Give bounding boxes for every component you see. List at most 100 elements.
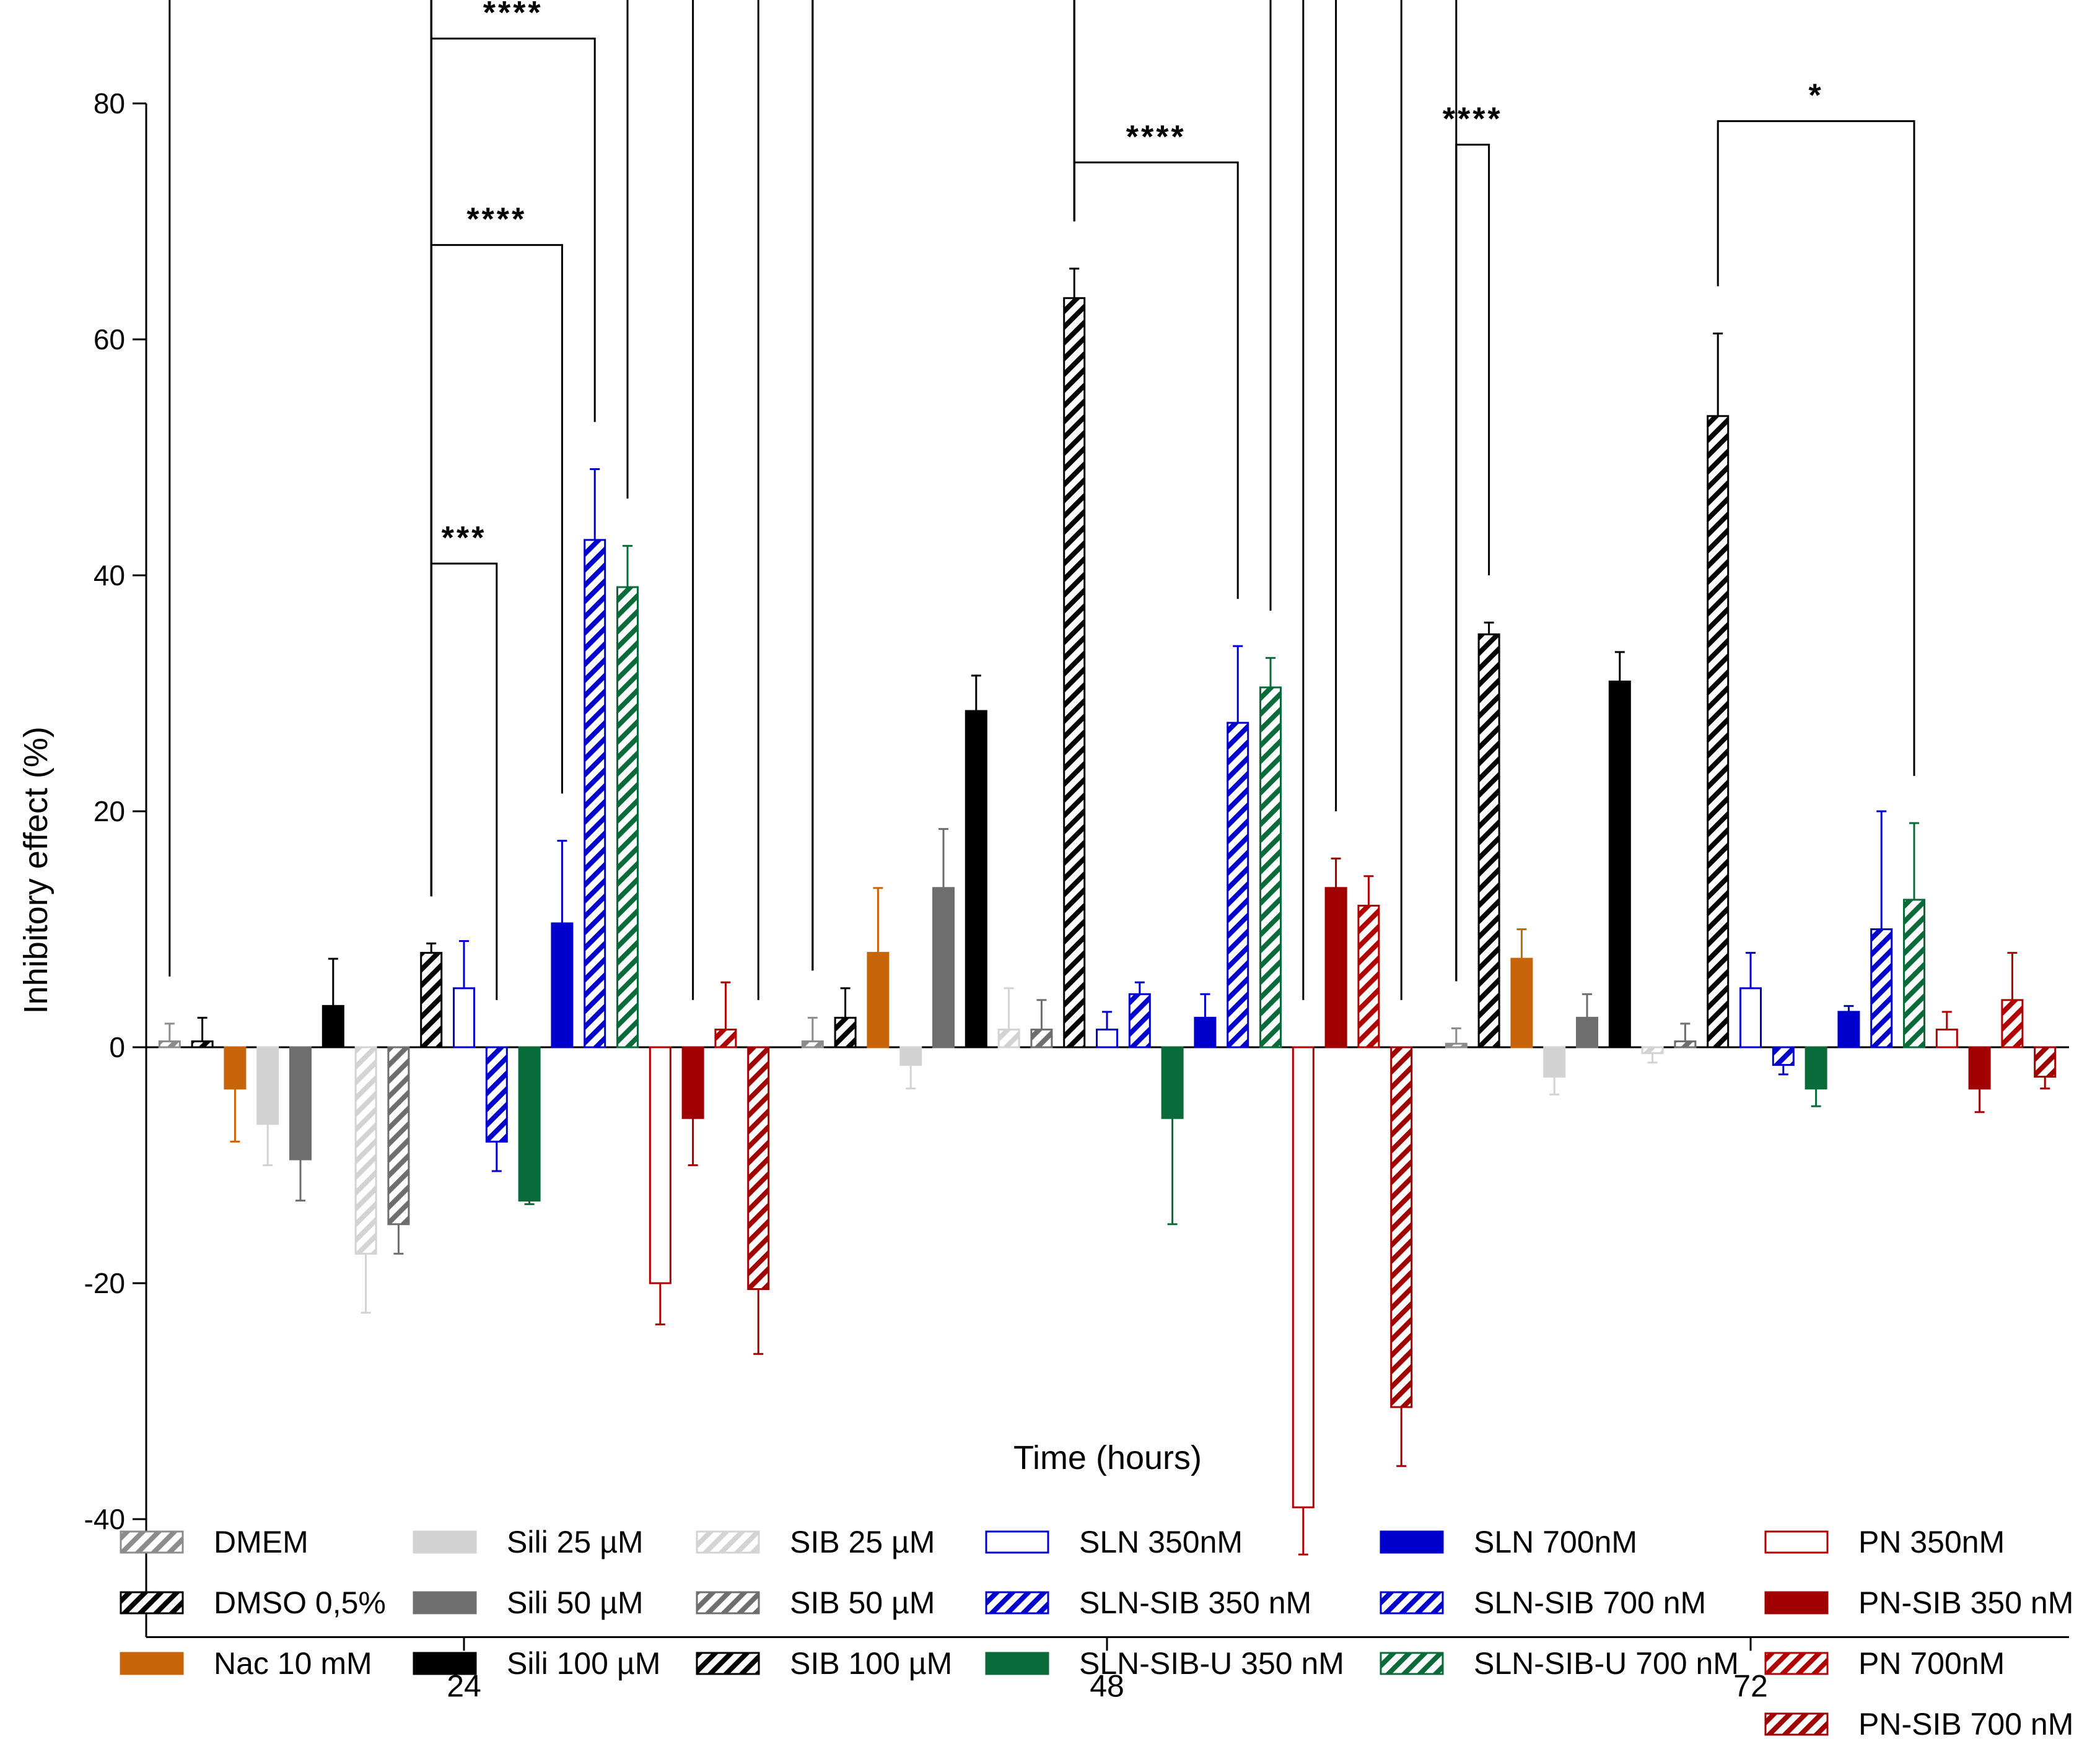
- bar-sln-sib-u-350-nm-72: [1805, 1046, 1827, 1090]
- legend-label-sln-sib-u-700-nm: SLN-SIB-U 700 nM: [1474, 1646, 1739, 1681]
- bar-pn-350nm-24: [649, 1046, 672, 1284]
- significance-bracket: [1455, 144, 1490, 982]
- significance-label: ****: [483, 0, 543, 31]
- bar-pn-sib-700-nm-24: [747, 1046, 770, 1291]
- legend-swatch-sib-100-m: [696, 1652, 760, 1675]
- bar-pn-350nm-48: [1292, 1046, 1315, 1509]
- legend-label-sib-25-m: SIB 25 µM: [790, 1525, 935, 1559]
- legend-label-sln-350nm: SLN 350nM: [1079, 1525, 1243, 1559]
- legend-swatch-sib-25-m: [696, 1530, 760, 1554]
- y-tick-label: 80: [94, 87, 125, 120]
- significance-bracket: [1073, 0, 1337, 811]
- significance-bracket: [1073, 0, 1272, 611]
- bar-sln-sib-350-nm-48: [1128, 993, 1151, 1048]
- bar-dmem-72: [1445, 1042, 1468, 1048]
- legend-label-sln-sib-700-nm: SLN-SIB 700 nM: [1474, 1585, 1706, 1620]
- significance-bracket: [1073, 161, 1239, 599]
- bar-sili-100-m-24: [322, 1005, 344, 1048]
- legend-swatch-dmso-0-5: [120, 1591, 184, 1615]
- y-tick-label: 60: [94, 323, 125, 355]
- bar-sib-25-m-72: [1641, 1046, 1664, 1055]
- legend-label-sln-sib-u-350-nm: SLN-SIB-U 350 nM: [1079, 1646, 1344, 1681]
- significance-bracket: [1717, 120, 1915, 776]
- bar-pn-350nm-72: [1935, 1028, 1958, 1048]
- bar-sili-25-m-48: [899, 1046, 922, 1066]
- bar-sili-100-m-48: [965, 710, 987, 1048]
- bar-sln-sib-700-nm-24: [584, 539, 606, 1048]
- bar-pn-sib-700-nm-48: [1390, 1046, 1413, 1408]
- x-tick-label: 48: [1090, 1669, 1124, 1704]
- legend-swatch-sln-350nm: [985, 1530, 1049, 1554]
- bar-sib-50-m-48: [1030, 1028, 1053, 1048]
- legend-label-sili-25-m: Sili 25 µM: [507, 1525, 644, 1559]
- significance-label: ****: [1126, 119, 1186, 155]
- legend-label-sln-700nm: SLN 700nM: [1474, 1525, 1637, 1559]
- bar-sili-100-m-72: [1608, 680, 1631, 1048]
- bar-sln-700nm-72: [1837, 1011, 1860, 1048]
- bar-nac-10-mm-48: [867, 952, 890, 1048]
- legend-swatch-pn-sib-350-nm: [1764, 1591, 1829, 1615]
- x-tick-label: 72: [1733, 1669, 1768, 1704]
- legend-label-dmem: DMEM: [214, 1525, 308, 1559]
- bar-sln-sib-u-700-nm-24: [616, 586, 639, 1048]
- y-tick-label: 40: [94, 559, 125, 591]
- legend-label-nac-10-mm: Nac 10 mM: [214, 1646, 372, 1681]
- legend-swatch-sib-50-m: [696, 1591, 760, 1615]
- bar-sln-350nm-48: [1096, 1028, 1118, 1048]
- bar-nac-10-mm-72: [1510, 957, 1533, 1048]
- bar-sln-sib-700-nm-48: [1227, 721, 1249, 1048]
- legend-swatch-sln-sib-u-700-nm: [1380, 1652, 1444, 1675]
- legend-label-pn-sib-700-nm: PN-SIB 700 nM: [1858, 1707, 2073, 1739]
- legend-label-sib-100-m: SIB 100 µM: [790, 1646, 952, 1681]
- bar-sili-50-m-72: [1576, 1016, 1598, 1048]
- bar-sln-sib-u-350-nm-48: [1161, 1046, 1184, 1119]
- legend-swatch-sln-700nm: [1380, 1530, 1444, 1554]
- significance-label: *: [1808, 78, 1823, 114]
- y-axis-title: Inhibitory effect (%): [17, 726, 55, 1014]
- legend-label-pn-350nm: PN 350nM: [1858, 1525, 2005, 1559]
- y-tick-label: -40: [84, 1503, 125, 1535]
- legend-label-pn-sib-350-nm: PN-SIB 350 nM: [1858, 1585, 2073, 1620]
- legend-swatch-sln-sib-700-nm: [1380, 1591, 1444, 1615]
- bar-sib-25-m-48: [997, 1028, 1020, 1048]
- bar-sln-sib-350-nm-24: [485, 1046, 508, 1143]
- bar-pn-sib-350-nm-24: [681, 1046, 704, 1119]
- legend-swatch-nac-10-mm: [120, 1652, 184, 1675]
- bar-sib-100-m-24: [420, 952, 443, 1048]
- significance-label: ****: [1443, 102, 1503, 137]
- y-tick-label: -20: [84, 1267, 125, 1299]
- bar-sln-sib-u-350-nm-24: [518, 1046, 541, 1202]
- bar-nac-10-mm-24: [224, 1046, 247, 1090]
- legend-swatch-sili-25-m: [413, 1530, 477, 1554]
- significance-bracket: [430, 562, 498, 1000]
- legend: DMEM DMSO 0,5% Nac 10 mM Sili 25 µM Sili 50 …: [120, 1525, 2073, 1739]
- bar-sln-sib-u-700-nm-48: [1259, 686, 1282, 1048]
- legend-swatch-sili-50-m: [413, 1591, 477, 1615]
- legend-label-sili-50-m: Sili 50 µM: [507, 1585, 644, 1620]
- bar-sili-50-m-24: [289, 1046, 312, 1161]
- legend-swatch-pn-350nm: [1764, 1530, 1829, 1554]
- significance-bracket: [812, 0, 1305, 1000]
- bar-sib-100-m-72: [1707, 415, 1730, 1048]
- bar-pn-sib-350-nm-48: [1324, 887, 1347, 1048]
- bar-pn-700nm-24: [714, 1028, 737, 1048]
- legend-label-dmso-0-5: DMSO 0,5%: [214, 1585, 386, 1620]
- bar-sib-50-m-24: [387, 1046, 410, 1226]
- bar-sln-sib-350-nm-72: [1772, 1046, 1795, 1066]
- legend-swatch-pn-700nm: [1764, 1652, 1829, 1675]
- bar-dmso-0-5-72: [1477, 633, 1500, 1048]
- legend-swatch-pn-sib-700-nm: [1764, 1712, 1829, 1736]
- bars: [158, 268, 2057, 1556]
- legend-swatch-sili-100-m: [413, 1652, 477, 1675]
- x-axis-title: Time (hours): [1013, 1439, 1202, 1476]
- legend-label-sili-100-m: Sili 100 µM: [507, 1646, 660, 1681]
- significance-label: ****: [466, 202, 527, 238]
- legend-label-sln-sib-350-nm: SLN-SIB 350 nM: [1079, 1585, 1311, 1620]
- y-tick-label: 20: [94, 795, 125, 827]
- bar-sili-25-m-72: [1543, 1046, 1566, 1078]
- significance-bracket: [812, 0, 1402, 1000]
- significance-bracket: [430, 37, 596, 897]
- bar-sln-350nm-24: [453, 987, 475, 1048]
- bar-sili-50-m-48: [932, 887, 955, 1048]
